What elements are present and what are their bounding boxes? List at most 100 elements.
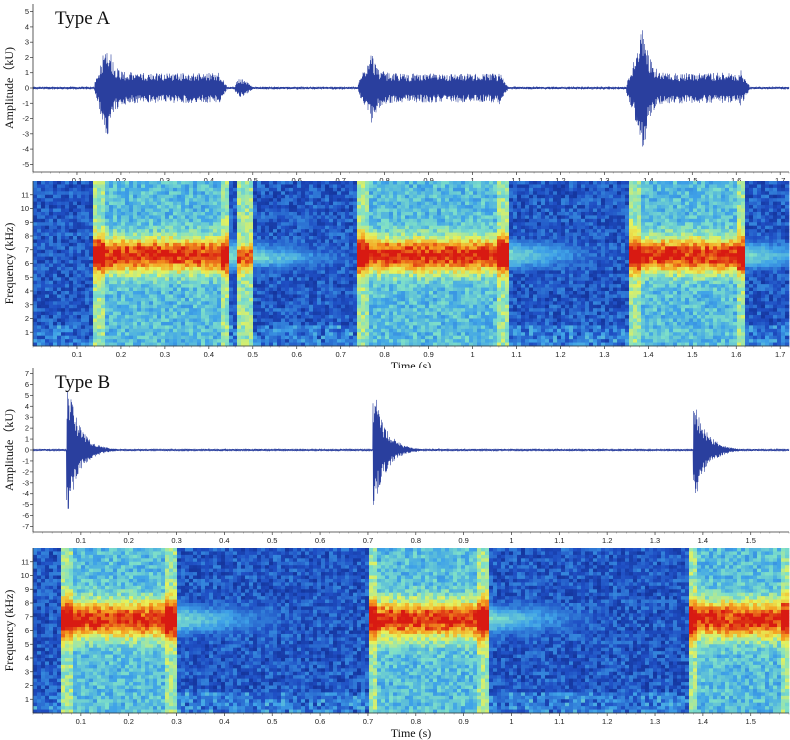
x-tick-label: 0.3 — [160, 176, 170, 185]
y-axis-title: Amplitude（kU) — [2, 409, 16, 491]
x-tick-label: 0.7 — [363, 536, 373, 545]
x-tick-label: 1.2 — [602, 536, 612, 545]
x-tick-label: 1.4 — [643, 176, 653, 185]
x-tick-label: 1.2 — [602, 717, 612, 726]
y-tick-label: 5 — [25, 640, 29, 649]
y-tick-label: 6 — [25, 380, 29, 389]
y-tick-label: 8 — [25, 232, 29, 241]
type-a-spectrogram: 1 2 3 4 5 6 7 8 9 10 11 Frequency (kHz) 0.1 0.2 0.3 0.4… — [2, 181, 790, 373]
y-tick-label: 8 — [25, 599, 29, 608]
x-tick-label: 0.5 — [267, 717, 277, 726]
x-tick-label: 1 — [470, 350, 474, 359]
y-tick-label: 5 — [25, 273, 29, 282]
x-tick-label: 0.6 — [315, 717, 325, 726]
x-tick-label: 0.2 — [123, 536, 133, 545]
x-tick-label: 1.1 — [554, 717, 564, 726]
y-tick-label: -1 — [22, 99, 29, 108]
x-tick-label: 0.9 — [458, 717, 468, 726]
panel-title: Type A — [55, 8, 110, 29]
x-tick-label: 0.1 — [72, 176, 82, 185]
spectrogram-cells — [33, 548, 790, 714]
x-tick-label: 1.2 — [555, 350, 565, 359]
y-tick-label: 3 — [25, 667, 29, 676]
x-tick-label: 1.6 — [731, 350, 741, 359]
y-tick-label: -4 — [22, 489, 29, 498]
x-tick-label: 0.7 — [335, 350, 345, 359]
y-tick-label: 5 — [25, 7, 29, 16]
y-tick-label: 3 — [25, 300, 29, 309]
x-tick-label: 1 — [470, 176, 474, 185]
y-tick-label: -3 — [22, 129, 29, 138]
x-tick-label: 0.6 — [315, 536, 325, 545]
y-tick-label: 0 — [25, 446, 29, 455]
y-tick-label: 7 — [25, 245, 29, 254]
y-tick-label: 4 — [25, 402, 29, 411]
y-tick-label: 3 — [25, 413, 29, 422]
y-tick-label: -5 — [22, 500, 29, 509]
y-tick-label: 3 — [25, 38, 29, 47]
x-tick-label: 0.4 — [219, 536, 229, 545]
y-tick-label: 1 — [25, 695, 29, 704]
type-b-waveform: 7 6 5 4 3 2 1 0-1 -2 -3 -4 -5 -6 -7 Amplitude（kU) 0.1 0.… — [2, 368, 790, 545]
x-tick-label: 1 — [509, 536, 513, 545]
x-tick-label: 0.5 — [248, 176, 258, 185]
x-tick-label: 1.1 — [554, 536, 564, 545]
y-tick-label: 4 — [25, 22, 29, 31]
x-tick-label: 1.6 — [731, 176, 741, 185]
x-tick-label: 0.5 — [267, 536, 277, 545]
y-tick-label: 1 — [25, 328, 29, 337]
x-tick-label: 1.3 — [650, 717, 660, 726]
y-tick-label: 10 — [21, 204, 29, 213]
y-axis-title: Amplitude（kU) — [2, 47, 16, 129]
x-tick-label: 1.4 — [643, 350, 653, 359]
x-tick-label: 1.3 — [599, 176, 609, 185]
y-tick-label: 4 — [25, 654, 29, 663]
x-tick-label: 0.4 — [219, 717, 229, 726]
x-tick-label: 1.5 — [746, 536, 756, 545]
x-tick-label: 0.9 — [423, 350, 433, 359]
x-tick-label: 0.5 — [248, 350, 258, 359]
y-tick-label: 6 — [25, 626, 29, 635]
x-tick-label: 0.9 — [423, 176, 433, 185]
x-tick-label: 0.2 — [116, 176, 126, 185]
y-tick-label: 0 — [25, 84, 29, 93]
y-axis-title: Frequency (kHz) — [2, 590, 16, 672]
x-tick-label: 0.4 — [204, 176, 214, 185]
x-tick-label: 0.7 — [335, 176, 345, 185]
x-tick-label: 0.6 — [292, 350, 302, 359]
y-tick-label: -7 — [22, 522, 29, 531]
x-tick-label: 1.3 — [650, 536, 660, 545]
x-tick-label: 1.7 — [775, 176, 785, 185]
y-tick-label: -2 — [22, 467, 29, 476]
type-b-spectrogram: 1 2 3 4 5 6 7 8 9 10 11 Frequency (kHz) 0.1 0.2 0.3 0.4… — [2, 548, 790, 740]
x-tick-label: 1.1 — [511, 176, 521, 185]
y-tick-label: 9 — [25, 218, 29, 227]
y-axis-title: Frequency (kHz) — [2, 223, 16, 305]
y-tick-label: 7 — [25, 612, 29, 621]
x-tick-label: 0.2 — [123, 717, 133, 726]
y-tick-label: 2 — [25, 424, 29, 433]
y-tick-label: -2 — [22, 114, 29, 123]
y-tick-label: 1 — [25, 435, 29, 444]
x-tick-label: 0.3 — [171, 536, 181, 545]
y-tick-label: 2 — [25, 53, 29, 62]
panel-title: Type B — [55, 372, 110, 393]
y-tick-label: 4 — [25, 287, 29, 296]
x-axis-title: Time (s) — [391, 726, 432, 740]
y-tick-label: 10 — [21, 571, 29, 580]
y-tick-label: -1 — [22, 456, 29, 465]
x-tick-label: 1.5 — [746, 717, 756, 726]
x-tick-label: 1.4 — [698, 536, 708, 545]
x-tick-label: 0.9 — [458, 536, 468, 545]
x-tick-label: 0.8 — [411, 717, 421, 726]
x-tick-label: 1.5 — [687, 350, 697, 359]
x-tick-label: 1.1 — [511, 350, 521, 359]
x-tick-label: 0.8 — [411, 536, 421, 545]
x-tick-label: 1.7 — [775, 350, 785, 359]
x-tick-label: 0.8 — [379, 176, 389, 185]
y-tick-label: -6 — [22, 511, 29, 520]
x-tick-label: 1 — [509, 717, 513, 726]
y-tick-label: -5 — [22, 160, 29, 169]
x-tick-label: 0.4 — [204, 350, 214, 359]
x-tick-label: 1.3 — [599, 350, 609, 359]
